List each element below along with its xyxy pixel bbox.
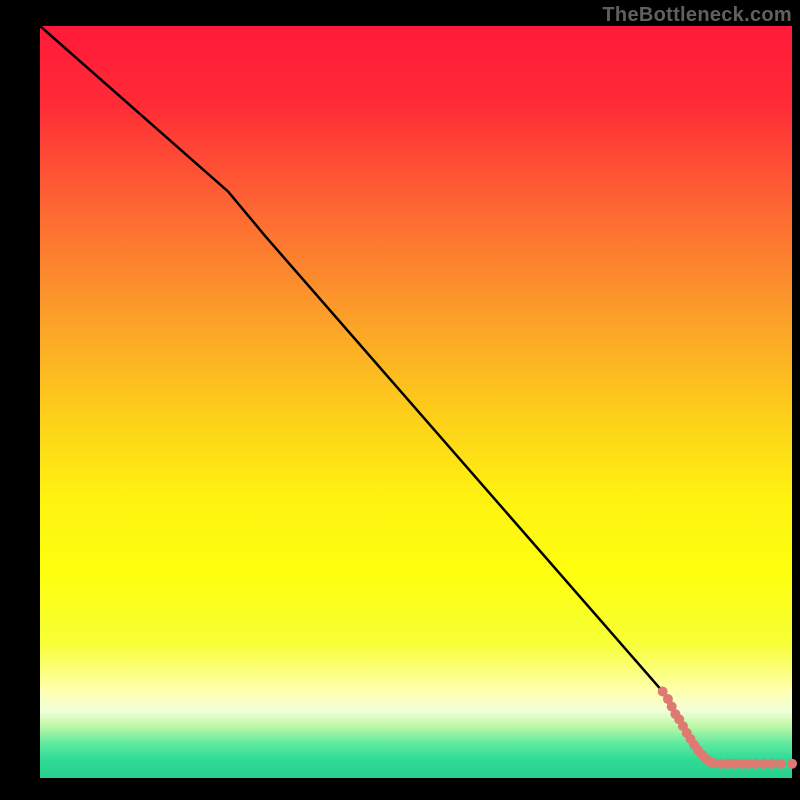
bottleneck-chart: [0, 0, 800, 800]
chart-container: TheBottleneck.com: [0, 0, 800, 800]
data-marker: [776, 759, 786, 769]
data-marker: [767, 759, 777, 769]
attribution-label: TheBottleneck.com: [602, 4, 792, 27]
plot-area: [40, 26, 792, 778]
data-marker: [787, 759, 797, 769]
